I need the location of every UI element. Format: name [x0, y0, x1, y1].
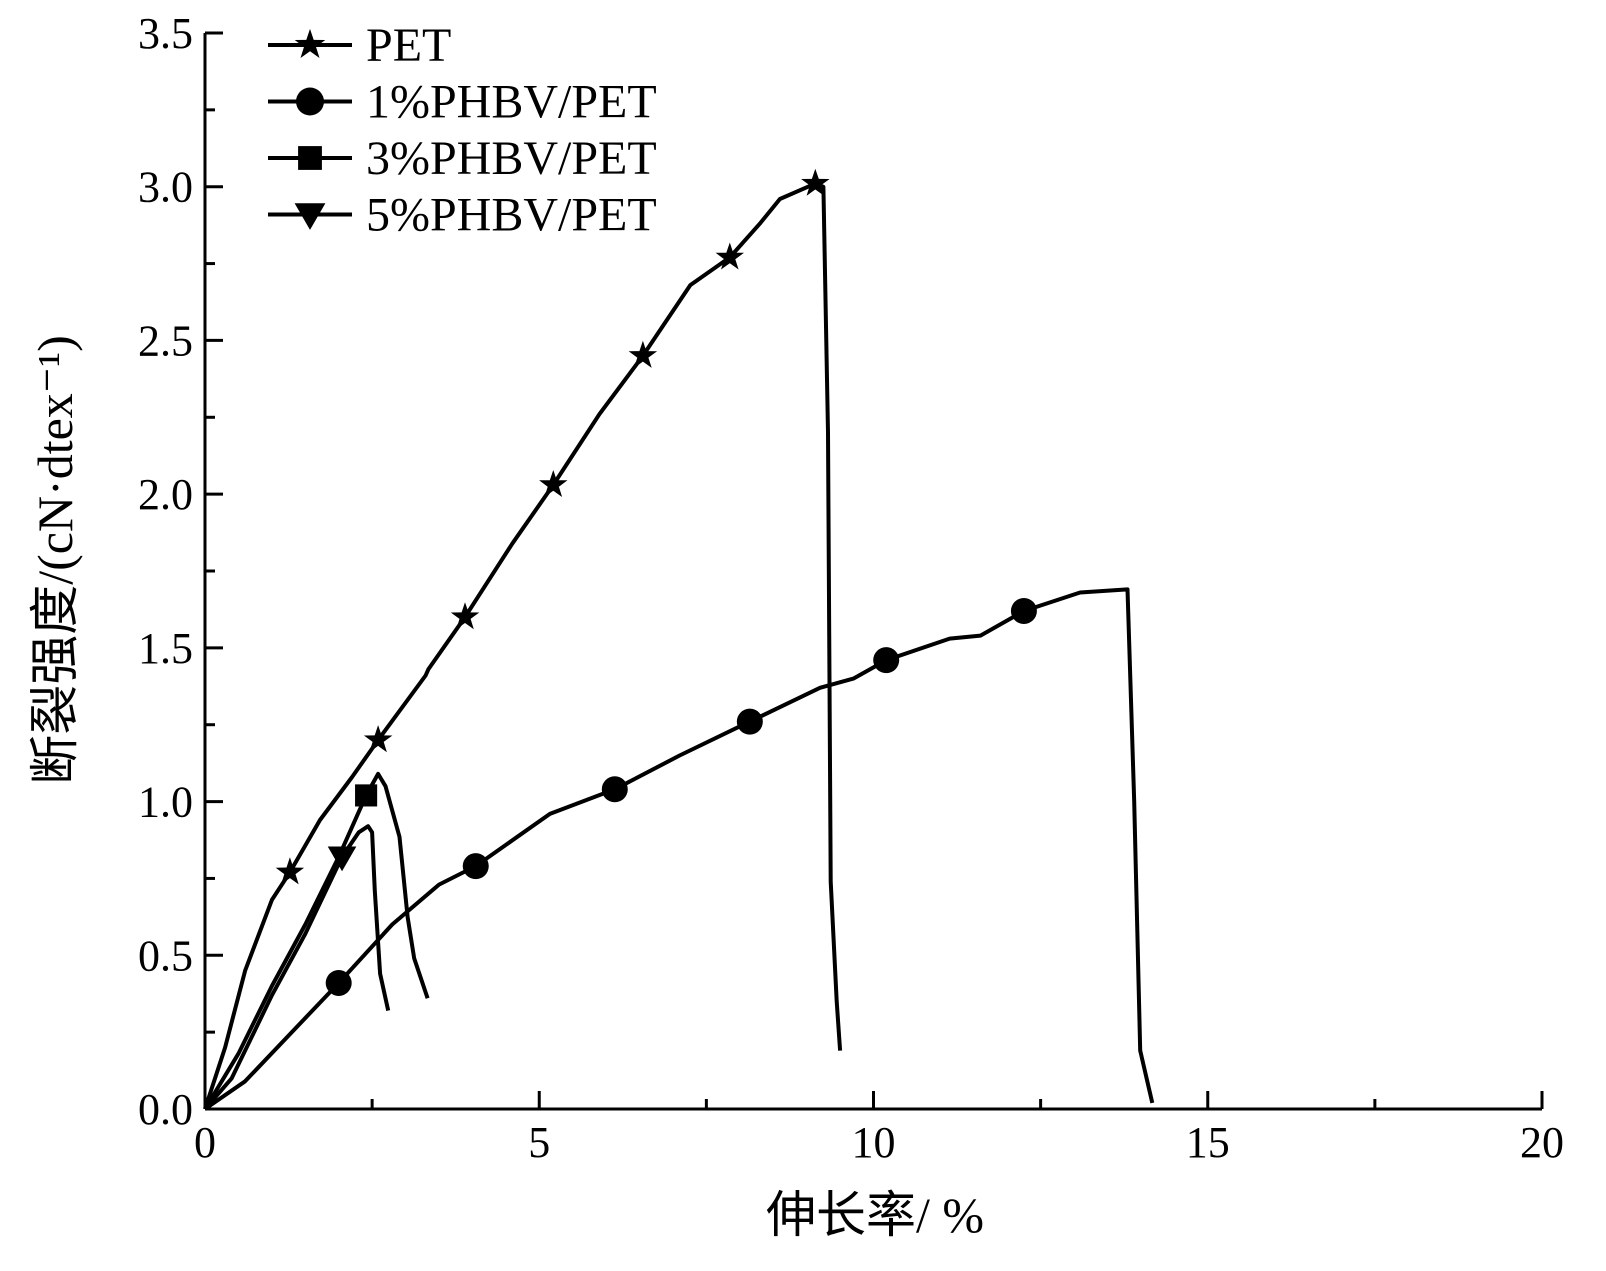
circle-marker: [601, 776, 628, 803]
circle-marker: [325, 969, 352, 996]
y-tick-label: 3.5: [138, 9, 193, 58]
star-marker: [628, 340, 658, 368]
circle-marker: [462, 853, 489, 880]
x-tick-label: 20: [1520, 1118, 1564, 1167]
series-pet: [203, 168, 843, 1110]
triangle-marker: [294, 203, 326, 230]
legend-item: 5%PHBV/PET: [268, 189, 657, 242]
series-line: [203, 587, 1155, 1111]
square-marker: [298, 146, 322, 170]
series-5phbvpet: [203, 824, 391, 1111]
circle-marker: [873, 647, 900, 674]
y-tick-label: 0.0: [138, 1085, 193, 1134]
y-tick-label: 3.0: [138, 163, 193, 212]
series-group: [203, 168, 1155, 1111]
circle-marker: [1010, 597, 1037, 624]
legend-label: PET: [366, 19, 451, 72]
star-marker: [715, 242, 744, 270]
star-marker: [450, 602, 480, 630]
series-1phbvpet: [203, 587, 1155, 1111]
y-tick-label: 0.5: [138, 931, 193, 980]
star-marker: [801, 168, 830, 196]
legend-item: 3%PHBV/PET: [268, 132, 657, 185]
series-line: [203, 824, 391, 1111]
y-tick-label: 1.5: [138, 624, 193, 673]
circle-marker: [296, 87, 324, 116]
y-axis-label: 断裂强度/(cN·dtex⁻¹): [27, 335, 83, 785]
x-tick-label: 10: [852, 1118, 896, 1167]
legend-label: 3%PHBV/PET: [366, 132, 657, 185]
square-marker: [355, 784, 378, 807]
series-line: [203, 181, 843, 1110]
star-marker: [363, 725, 393, 753]
star-marker: [275, 857, 305, 885]
y-tick-label: 1.0: [138, 778, 193, 827]
star-marker: [294, 28, 326, 58]
axes: 0 5 10 15 20 0.0 0.5 1.0 1.5 2.0 2.5 3.0 3.5: [138, 9, 1564, 1167]
x-axis-label: 伸长率/ %: [766, 1187, 984, 1243]
star-marker: [539, 470, 568, 497]
legend-label: 5%PHBV/PET: [366, 189, 657, 242]
y-tick-label: 2.5: [138, 316, 193, 365]
legend-item: 1%PHBV/PET: [268, 76, 657, 129]
x-tick-label: 5: [528, 1118, 550, 1167]
x-tick-label: 15: [1186, 1118, 1230, 1167]
legend-label: 1%PHBV/PET: [366, 76, 657, 129]
triangle-marker: [327, 846, 357, 872]
x-tick-label: 0: [194, 1118, 216, 1167]
circle-marker: [736, 708, 763, 735]
series-3phbvpet: [203, 771, 430, 1111]
legend-item: PET: [268, 19, 451, 72]
y-tick-label: 2.0: [138, 470, 193, 519]
